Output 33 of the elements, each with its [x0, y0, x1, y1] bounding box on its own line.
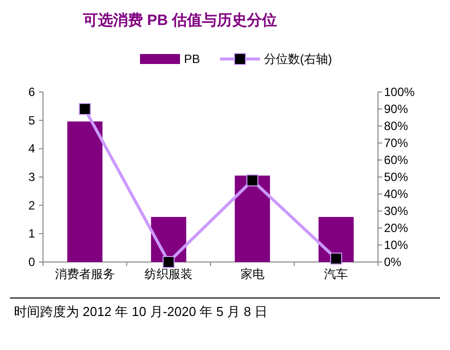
legend-label: 分位数(右轴) — [264, 52, 332, 66]
text: 时间跨度为 2012 年 10 月-2020 年 5 月 8 日 — [14, 304, 268, 319]
x-tick-label: 汽车 — [324, 267, 348, 281]
point — [78, 103, 91, 115]
y2-tick-label: 70% — [384, 136, 408, 150]
y2-tick-label: 90% — [384, 102, 408, 116]
y-tick-label: 6 — [28, 85, 36, 99]
y2-tick-label: 10% — [384, 238, 408, 252]
chart-title: 可选消费 PB 估值与历史分位 — [82, 12, 278, 29]
y2-tick-label: 40% — [384, 187, 408, 201]
x-tick-label: 消费者服务 — [54, 267, 115, 281]
y2-tick-label: 0% — [384, 255, 402, 269]
x-tick-label: 纺织服装 — [144, 267, 193, 281]
y2-tick-label: 30% — [384, 204, 408, 218]
y-tick-label: 5 — [28, 113, 36, 128]
y-tick-label: 1 — [28, 226, 36, 241]
y-tick-label: 2 — [28, 198, 36, 212]
y2-tick-label: 100% — [384, 85, 416, 99]
y2-tick-label: 50% — [384, 170, 408, 184]
y2-tick-label: 20% — [384, 221, 408, 235]
point — [246, 174, 258, 186]
bar — [67, 121, 102, 262]
y-tick-label: 4 — [28, 142, 36, 156]
legend-label: PB — [184, 52, 200, 66]
point — [162, 256, 175, 268]
bar — [234, 176, 270, 262]
y2-tick-label: 60% — [384, 153, 408, 167]
point — [330, 252, 342, 265]
y2-tick-label: 80% — [384, 119, 408, 133]
legend-分位数(右轴): 分位数(右轴) — [220, 52, 332, 66]
x-tick-label: 家电 — [240, 267, 264, 281]
y-tick-label: 0 — [28, 255, 36, 269]
y-tick-label: 3 — [28, 170, 36, 184]
